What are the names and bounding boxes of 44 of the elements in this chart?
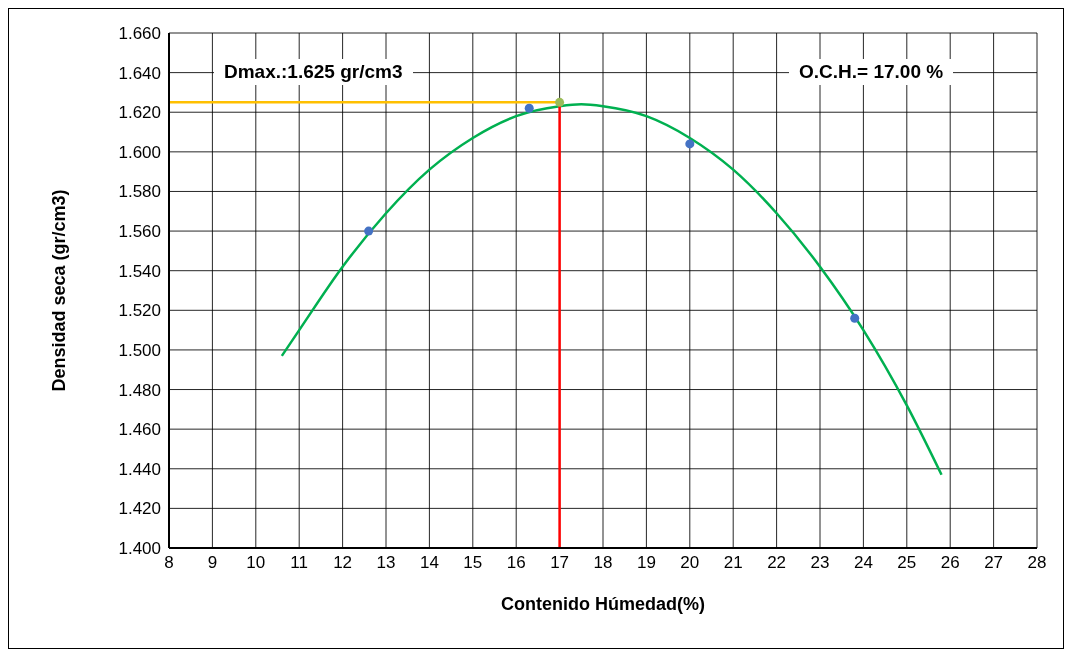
y-tick-label: 1.400 bbox=[118, 539, 161, 559]
y-tick-label: 1.480 bbox=[118, 380, 161, 400]
point bbox=[364, 226, 374, 236]
point bbox=[685, 139, 695, 149]
x-tick-label: 23 bbox=[810, 553, 830, 573]
x-tick-label: 8 bbox=[164, 553, 174, 573]
x-tick-label: 9 bbox=[207, 553, 218, 573]
x-tick-label: 14 bbox=[419, 553, 439, 573]
y-tick-label: 1.500 bbox=[118, 340, 161, 360]
x-tick-label: 16 bbox=[506, 553, 526, 573]
y-tick-label: 1.420 bbox=[118, 499, 161, 519]
y-tick-label: 1.620 bbox=[118, 103, 161, 123]
x-tick-label: 11 bbox=[290, 553, 309, 573]
point bbox=[850, 313, 860, 323]
y-tick-label: 1.460 bbox=[118, 420, 161, 440]
x-tick-label: 26 bbox=[940, 553, 960, 573]
x-tick-label: 10 bbox=[246, 553, 266, 573]
x-tick-label: 15 bbox=[463, 553, 483, 573]
x-tick-label: 13 bbox=[376, 553, 396, 573]
annotation: Dmax.:1.625 gr/cm3 bbox=[214, 59, 413, 85]
x-tick-label: 20 bbox=[680, 553, 700, 573]
x-tick-label: 28 bbox=[1027, 553, 1047, 573]
x-tick-label: 21 bbox=[723, 553, 743, 573]
y-tick-label: 1.440 bbox=[118, 459, 161, 479]
y-tick-label: 1.580 bbox=[118, 182, 161, 202]
y-tick-label: 1.560 bbox=[118, 222, 161, 242]
y-tick-label: 1.520 bbox=[118, 301, 161, 321]
annotation: O.C.H.= 17.00 % bbox=[789, 59, 954, 85]
point bbox=[555, 97, 565, 107]
x-tick-label: 27 bbox=[984, 553, 1004, 573]
x-tick-label: 22 bbox=[767, 553, 787, 573]
y-tick-label: 1.540 bbox=[118, 261, 161, 281]
x-tick-label: 17 bbox=[550, 553, 570, 573]
x-tick-label: 12 bbox=[333, 553, 353, 573]
x-tick-label: 24 bbox=[853, 553, 873, 573]
y-tick-label: 1.640 bbox=[118, 63, 161, 83]
x-tick-label: 25 bbox=[897, 553, 917, 573]
x-tick-label: 19 bbox=[636, 553, 656, 573]
y-axis-title: Densidad seca (gr/cm3) bbox=[49, 189, 70, 392]
x-tick-label: 18 bbox=[593, 553, 613, 573]
point bbox=[524, 103, 534, 113]
y-tick-label: 1.600 bbox=[118, 142, 161, 162]
x-axis-title: Contenido Húmedad(%) bbox=[501, 594, 705, 614]
y-tick-label: 1.660 bbox=[118, 24, 161, 44]
